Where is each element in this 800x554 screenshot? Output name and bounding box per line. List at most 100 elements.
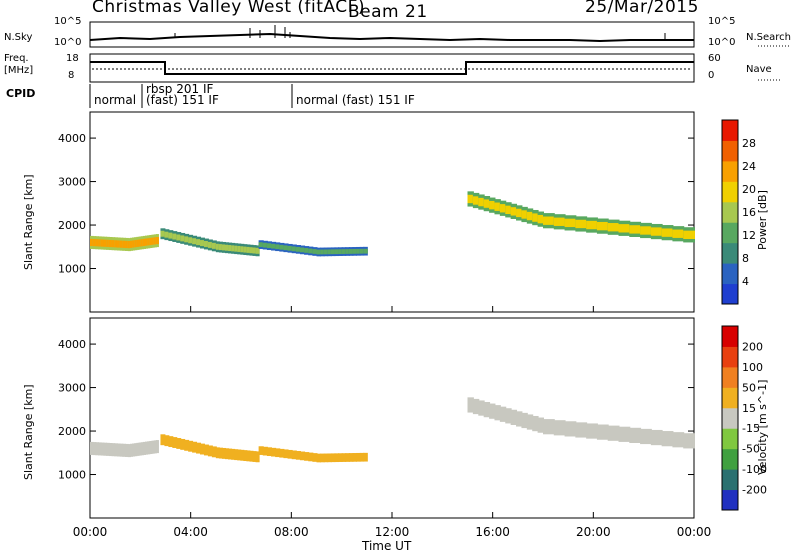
echo-cell xyxy=(243,246,248,253)
echo-cell xyxy=(553,420,566,436)
freq-tick-bottom: 8 xyxy=(68,70,75,81)
echo-cell xyxy=(478,197,485,207)
echo-cell xyxy=(211,446,217,458)
echo-cell xyxy=(330,249,336,255)
echo-cell xyxy=(271,243,277,249)
echo-cell xyxy=(129,240,134,248)
echo-cell xyxy=(607,223,620,232)
echo-cell xyxy=(211,242,217,249)
echo-cell xyxy=(138,442,142,456)
echo-cell xyxy=(683,230,695,240)
echo-cell xyxy=(240,449,245,461)
velocity-panel: 1000 2000 3000 4000 00:00 04:00 08:00 12:00 16:… xyxy=(58,306,711,539)
echo-cell xyxy=(505,205,512,215)
echo-cell xyxy=(275,448,281,458)
colorbar-tick-label: 8 xyxy=(742,252,749,265)
x-tick-label: 16:00 xyxy=(475,525,510,539)
echo-cell xyxy=(575,422,588,438)
y-tick-label: 2000 xyxy=(58,219,86,232)
echo-cell xyxy=(116,443,121,457)
echo-cell xyxy=(192,441,198,453)
echo-cell xyxy=(225,448,230,460)
echo-cell xyxy=(243,450,248,462)
echo-cell xyxy=(345,249,350,254)
echo-cell xyxy=(472,398,480,415)
colorbar-tick-label: -200 xyxy=(742,484,767,497)
echo-cell xyxy=(341,249,347,254)
echo-cell xyxy=(160,230,166,237)
echo-cell xyxy=(596,221,609,231)
echo-cell xyxy=(149,237,153,246)
cpid-label: CPID xyxy=(6,87,36,100)
colorbar-swatch xyxy=(722,387,738,409)
x-tick-label: 04:00 xyxy=(173,525,208,539)
echo-cell xyxy=(521,412,528,429)
echo-cell xyxy=(258,446,264,455)
n-search-label: N.Search xyxy=(746,32,792,43)
echo-cell xyxy=(308,248,314,254)
echo-cell xyxy=(188,440,194,452)
echo-cell xyxy=(215,243,220,250)
echo-cell xyxy=(564,421,577,437)
echo-cell xyxy=(119,443,124,457)
echo-cell xyxy=(103,239,108,247)
echo-cell xyxy=(553,217,566,226)
freq-trace xyxy=(90,61,694,75)
echo-cell xyxy=(207,241,213,248)
echo-cell xyxy=(252,247,257,254)
echo-cell xyxy=(320,453,325,463)
colorbar-tick-label: -15 xyxy=(742,422,760,435)
echo-cell xyxy=(207,445,213,457)
echo-cell xyxy=(672,229,685,238)
echo-cell xyxy=(196,442,202,454)
n-sky-label: N.Sky xyxy=(4,32,33,43)
echo-cell xyxy=(266,447,273,457)
colorbar-swatch xyxy=(722,181,738,203)
echo-cell xyxy=(103,442,108,456)
echo-cell xyxy=(100,239,105,247)
noise-sky-trace xyxy=(89,32,694,43)
echo-cell xyxy=(116,240,121,248)
echo-cell xyxy=(168,232,174,239)
echo-cell xyxy=(478,400,485,416)
echo-cell xyxy=(111,443,116,457)
echo-cell xyxy=(155,236,159,245)
date-label: 25/Mar/2015 xyxy=(585,0,699,17)
power-colorbar: 28 24 20 16 12 8 4 xyxy=(721,119,756,305)
freq-panel xyxy=(89,53,782,83)
colorbar-tick-label: 20 xyxy=(742,183,756,196)
echo-cell xyxy=(237,449,242,461)
echo-cell xyxy=(341,453,347,462)
echo-cell xyxy=(134,240,138,248)
echo-cell xyxy=(255,451,260,463)
freq-unit-label: [MHz] xyxy=(4,65,34,76)
echo-cell xyxy=(521,210,528,219)
echo-cell xyxy=(151,440,155,454)
echo-cell xyxy=(304,452,310,461)
echo-cell xyxy=(134,443,138,457)
echo-cell xyxy=(327,249,332,255)
noise-right-tick-bottom: 10^0 xyxy=(708,37,736,48)
echo-cell xyxy=(532,415,539,432)
station-title: Christmas Valley West (fitACF) xyxy=(92,0,366,17)
y-tick-label: 3000 xyxy=(58,382,86,395)
echo-cell xyxy=(494,202,501,211)
echo-cell xyxy=(363,248,368,254)
echo-cell xyxy=(92,239,97,247)
echo-cell xyxy=(114,443,118,457)
echo-cell xyxy=(192,238,198,245)
echo-cell xyxy=(283,449,289,459)
x-tick-label: 00:00 xyxy=(677,525,712,539)
power-panel: 1000 2000 3000 4000 xyxy=(58,111,695,313)
colorbar-swatch xyxy=(722,140,738,162)
echo-cell xyxy=(330,453,336,463)
freq-tick-top: 18 xyxy=(66,53,79,64)
echo-cell xyxy=(338,453,343,462)
echo-cell xyxy=(108,239,113,248)
echo-cell xyxy=(316,249,322,255)
velocity-colorbar: 200 100 50 15 -15 -50 -100 -200 xyxy=(721,325,767,511)
echo-cell xyxy=(494,405,501,421)
nave-label: Nave xyxy=(746,64,772,75)
y-tick-label: 1000 xyxy=(58,263,86,276)
echo-cell xyxy=(489,403,496,419)
